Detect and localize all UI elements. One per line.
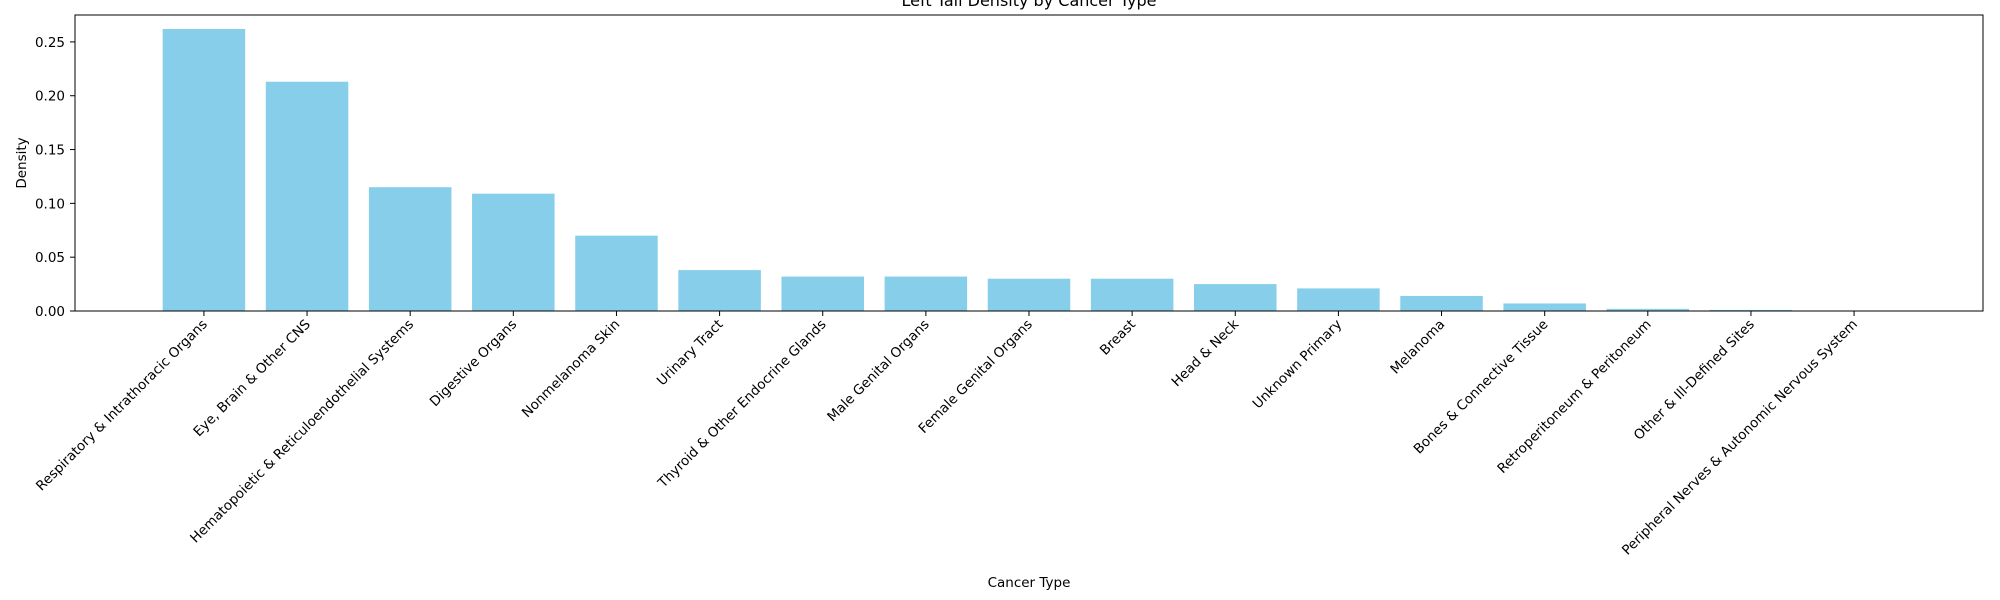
bar: [1194, 284, 1277, 311]
y-axis-title: Density: [14, 137, 30, 188]
bar: [472, 193, 555, 311]
x-tick-label: Breast: [1097, 317, 1139, 359]
bar: [781, 276, 864, 311]
x-tick-label: Head & Neck: [1169, 316, 1243, 390]
bar: [265, 81, 349, 311]
chart-title: Left Tail Density by Cancer Type: [902, 0, 1157, 10]
bar: [987, 278, 1071, 311]
x-tick-label: Other & Ill-Defined Sites: [1631, 317, 1758, 444]
y-tick-label: 0.05: [35, 250, 65, 266]
x-tick-label: Digestive Organs: [427, 317, 520, 410]
bar: [1606, 308, 1690, 311]
y-tick-label: 0.25: [35, 35, 65, 51]
x-tick-label: Peripheral Nerves & Autonomic Nervous Sy…: [1619, 317, 1861, 559]
y-tick-label: 0.00: [35, 304, 65, 320]
y-tick-label: 0.10: [35, 196, 65, 212]
bar: [368, 187, 452, 311]
x-tick-label: Melanoma: [1387, 317, 1448, 378]
bar: [1709, 309, 1793, 311]
x-tick-label: Eye, Brain & Other CNS: [190, 317, 313, 440]
x-tick-label: Nonmelanoma Skin: [519, 317, 623, 421]
bar: [1090, 278, 1174, 311]
x-tick-label: Unknown Primary: [1250, 317, 1346, 413]
x-tick-label: Hematopoietic & Reticuloendothelial Syst…: [187, 317, 417, 547]
bar: [1400, 295, 1483, 311]
x-tick-label: Male Genital Organs: [824, 317, 932, 425]
x-tick-label: Respiratory & Intrathoracic Organs: [33, 317, 211, 495]
bar: [575, 235, 658, 311]
bar: [1503, 303, 1586, 311]
bars-layer: [162, 28, 1793, 311]
bar: [1297, 288, 1380, 311]
y-tick-label: 0.20: [35, 89, 65, 105]
x-axis-title: Cancer Type: [988, 575, 1071, 591]
bar: [678, 270, 761, 311]
plot-area-frame: [74, 14, 1984, 312]
y-tick-label: 0.15: [35, 143, 65, 159]
y-axis: 0.00 0.05 0.10 0.15 0.20 0.25: [35, 35, 75, 320]
bar: [884, 276, 968, 311]
x-tick-label: Urinary Tract: [654, 317, 727, 390]
x-tick-label: Thyroid & Other Endocrine Glands: [654, 317, 829, 492]
x-tick-label: Female Genital Organs: [916, 317, 1036, 437]
bar: [162, 28, 246, 311]
